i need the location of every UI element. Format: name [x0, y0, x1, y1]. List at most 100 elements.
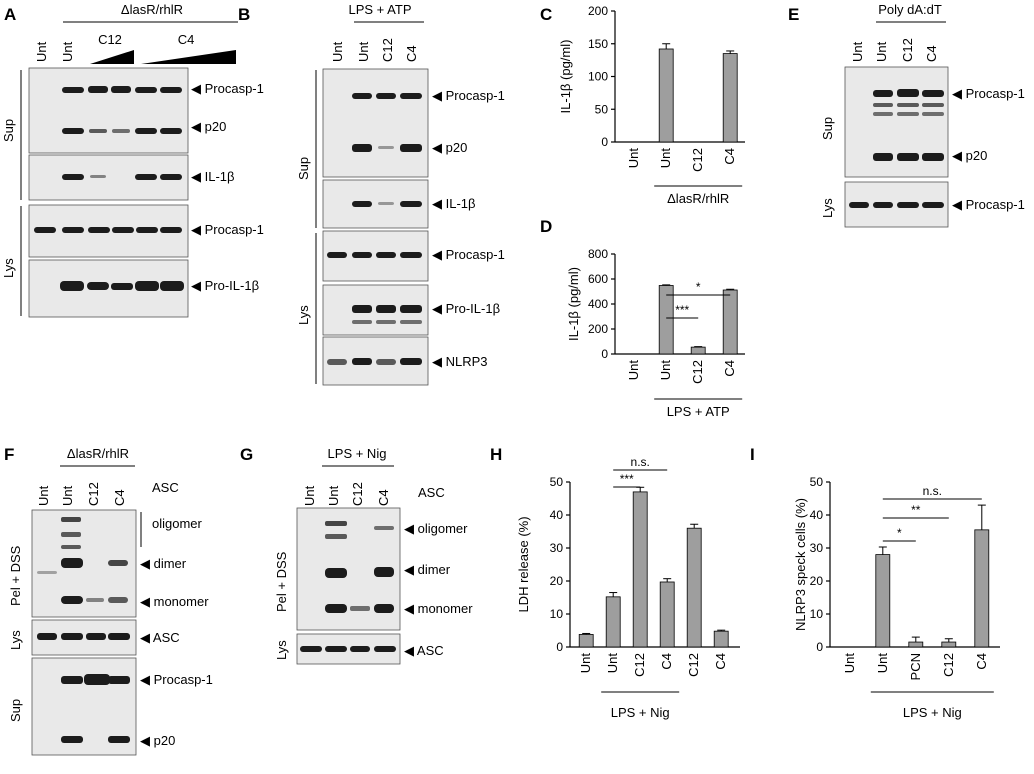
category-label: C4 — [722, 360, 737, 377]
bar — [659, 581, 675, 648]
bar — [690, 346, 706, 355]
group-label: ΔlasR/rhlR — [667, 191, 729, 206]
group-label-c12: C12 — [98, 32, 122, 47]
lane-label: Unt — [302, 485, 317, 506]
band-label-p20: ◀ p20 — [191, 119, 226, 134]
category-label: Unt — [605, 653, 620, 674]
band-label-nlrp3: ◀ NLRP3 — [432, 354, 488, 369]
y-tick-label: 200 — [588, 4, 608, 18]
category-label: C4 — [659, 653, 674, 670]
panel-label-a: A — [4, 5, 16, 24]
y-tick-label: 30 — [550, 541, 564, 555]
y-axis-label: IL-1β (pg/ml) — [558, 40, 573, 114]
band-label-pro-il1b: ◀ Pro-IL-1β — [432, 301, 500, 316]
bar — [974, 529, 990, 648]
lane-label: C12 — [900, 38, 915, 62]
panel-d-bar-chart: 0 200 400 600 800 IL-1β (pg/ml) Unt Unt C12 C4 LPS… — [566, 247, 745, 419]
fraction-label-lys: Lys — [296, 305, 311, 325]
bar — [941, 641, 957, 648]
band-label-monomer: ◀ monomer — [140, 594, 209, 609]
lane-label: Unt — [34, 41, 49, 62]
y-tick-label: 40 — [550, 508, 564, 522]
y-tick-label: 50 — [810, 475, 824, 489]
fraction-label-sup: Sup — [8, 699, 23, 722]
significance-label: * — [696, 280, 701, 294]
significance-label: n.s. — [631, 455, 650, 469]
y-tick-label: 30 — [810, 541, 824, 555]
y-tick-label: 600 — [588, 272, 608, 286]
panel-f-western-blot: ΔlasR/rhlR Unt Unt C12 C4 ASC oligomer P… — [8, 446, 213, 756]
category-label: C4 — [713, 653, 728, 670]
panel-label-b: B — [238, 5, 250, 24]
band-label-dimer: ◀ dimer — [404, 562, 451, 577]
fraction-label-sup: Sup — [1, 119, 16, 142]
y-tick-label: 0 — [816, 640, 823, 654]
category-label: C4 — [974, 653, 989, 670]
band-label-p20: ◀ p20 — [432, 140, 467, 155]
y-tick-label: 200 — [588, 322, 608, 336]
panel-b-western-blot: LPS + ATP Unt Unt C12 C4 Su — [296, 2, 505, 386]
y-tick-label: 20 — [550, 574, 564, 588]
band-label-procasp1: ◀ Procasp-1 — [952, 197, 1025, 212]
bar — [722, 289, 738, 355]
lane-label: Unt — [356, 41, 371, 62]
panel-h-bar-chart: 0 10 20 30 40 50 LDH release (%) Unt Unt C12 C4 C12… — [516, 455, 740, 720]
category-label: Unt — [626, 360, 641, 381]
band-label-procasp1: ◀ Procasp-1 — [432, 88, 505, 103]
category-label: PCN — [908, 653, 923, 680]
lane-label: Unt — [60, 41, 75, 62]
bar — [686, 527, 702, 648]
band-label-asc: ◀ ASC — [404, 643, 444, 658]
panel-label-h: H — [490, 445, 502, 464]
band-label-il1b: ◀ IL-1β — [191, 169, 235, 184]
fraction-label-sup: Sup — [296, 157, 311, 180]
lane-label: Unt — [326, 485, 341, 506]
panel-label-i: I — [750, 445, 755, 464]
oligomer-label: oligomer — [152, 516, 203, 531]
bar — [713, 630, 729, 648]
y-tick-label: 50 — [550, 475, 564, 489]
lane-label: C4 — [112, 489, 127, 506]
lane-label: C12 — [380, 38, 395, 62]
y-tick-label: 10 — [550, 607, 564, 621]
asc-header: ASC — [418, 485, 445, 500]
panel-label-g: G — [240, 445, 253, 464]
band-label-monomer: ◀ monomer — [404, 601, 473, 616]
category-label: Unt — [626, 148, 641, 169]
band-label-procasp1: ◀ Procasp-1 — [432, 247, 505, 262]
group-label: LPS + Nig — [611, 705, 670, 720]
panel-a-header: ΔlasR/rhlR — [121, 2, 183, 17]
y-tick-label: 0 — [601, 347, 608, 361]
category-label: Unt — [658, 360, 673, 381]
category-label: Unt — [578, 653, 593, 674]
bar — [605, 596, 621, 648]
fraction-label-lys: Lys — [8, 630, 23, 650]
y-tick-label: 10 — [810, 607, 824, 621]
category-label: C12 — [690, 360, 705, 384]
asc-label: ASC — [152, 480, 179, 495]
concentration-wedge — [141, 50, 236, 64]
bar — [578, 634, 594, 648]
category-label: C12 — [632, 653, 647, 677]
fraction-label-sup: Sup — [820, 117, 835, 140]
fraction-label-pel-dss: Pel + DSS — [274, 551, 289, 612]
lane-label: C12 — [86, 482, 101, 506]
lane-label: C4 — [376, 489, 391, 506]
panel-g-western-blot: LPS + Nig Unt Unt C12 C4 ASC Pel + DSS L… — [274, 446, 473, 665]
band-label-procasp1: ◀ Procasp-1 — [191, 222, 264, 237]
lane-label: C4 — [404, 45, 419, 62]
fraction-label-lys: Lys — [820, 198, 835, 218]
panel-b-header: LPS + ATP — [349, 2, 412, 17]
significance-label: *** — [675, 303, 689, 317]
band-label-p20: ◀ p20 — [952, 148, 987, 163]
concentration-wedge — [90, 50, 134, 64]
category-label: Unt — [658, 148, 673, 169]
category-label: Unt — [875, 653, 890, 674]
significance-label: n.s. — [923, 484, 942, 498]
y-tick-label: 100 — [588, 70, 608, 84]
band-label-pro-il1b: ◀ Pro-IL-1β — [191, 278, 259, 293]
y-tick-label: 40 — [810, 508, 824, 522]
band-label-procasp1: ◀ Procasp-1 — [140, 672, 213, 687]
y-axis-label: IL-1β (pg/ml) — [566, 267, 581, 341]
bar — [632, 491, 648, 648]
